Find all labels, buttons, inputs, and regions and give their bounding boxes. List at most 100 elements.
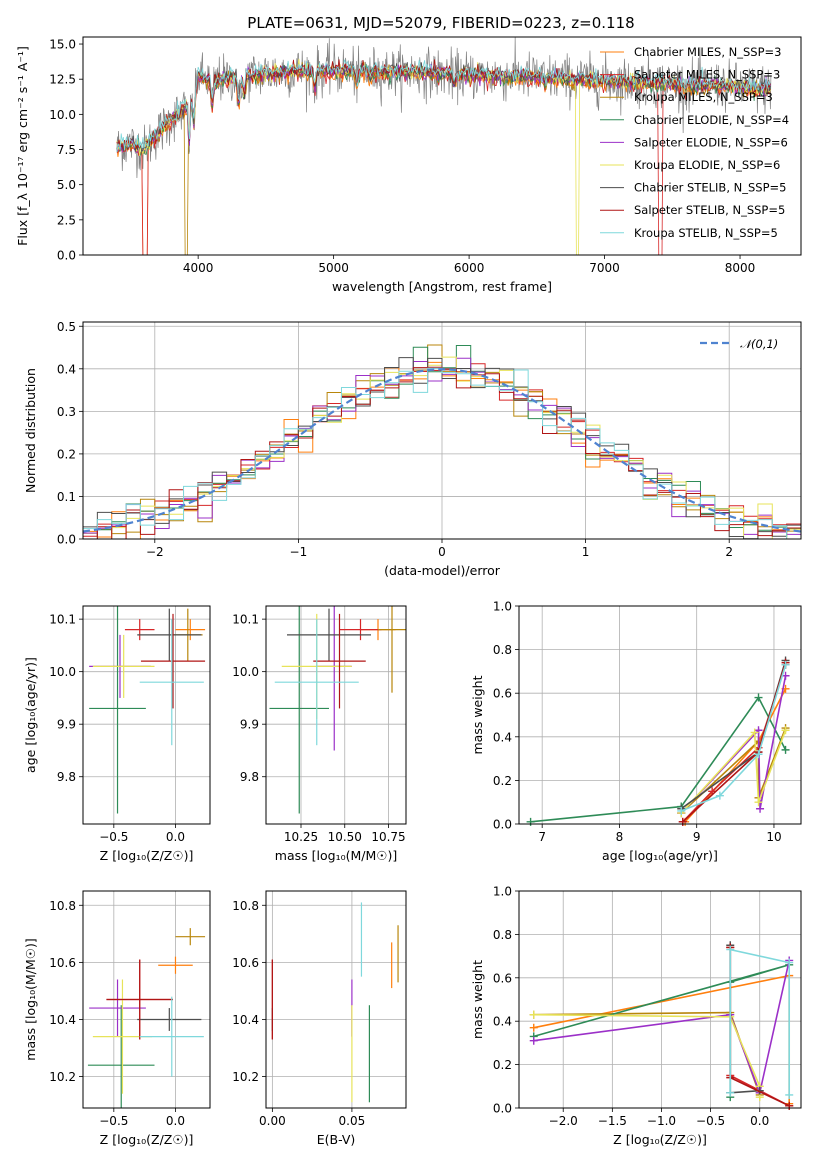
x-axis-label: (data-model)/error xyxy=(384,563,501,578)
legend-label: Chabrier MILES, N_SSP=3 xyxy=(634,45,781,59)
x-tick-label: 5000 xyxy=(318,261,349,275)
x-axis-label: mass [log₁₀(M/M☉)] xyxy=(275,848,397,863)
x-axis-label: Z [log₁₀(Z/Z☉)] xyxy=(613,1132,707,1147)
legend-label: Salpeter ELODIE, N_SSP=6 xyxy=(634,135,788,149)
weight-series-line xyxy=(680,664,787,812)
x-tick-label: 1 xyxy=(582,545,590,559)
plot-frame xyxy=(82,36,802,256)
y-tick-label: 10.2 xyxy=(232,1070,259,1084)
residuals-panel: −2 −1 0 1 2 0.0 0.1 0.2 0.3 0.4 0.5 (data-model)/er… xyxy=(23,320,802,578)
y-tick-label: 15.0 xyxy=(49,38,76,52)
plot-frame xyxy=(265,890,407,1109)
age-vs-mass-panel: 10.25 10.50 10.75 9.8 9.9 10.0 10.1 mass [log₁₀… xyxy=(232,605,407,863)
legend-label: Chabrier ELODIE, N_SSP=4 xyxy=(634,113,789,127)
x-tick-label: 8 xyxy=(616,830,624,844)
legend-label: Salpeter STELIB, N_SSP=5 xyxy=(634,203,785,217)
weight-series-line xyxy=(533,960,790,1096)
x-tick-label: −1.0 xyxy=(647,1114,676,1128)
weight-marker xyxy=(756,804,765,813)
x-tick-label: 0.0 xyxy=(750,1114,769,1128)
y-axis-label: mass weight xyxy=(470,675,485,754)
y-tick-label: 0.0 xyxy=(57,533,76,547)
spectrum-model-line xyxy=(116,59,771,153)
y-tick-label: 0.8 xyxy=(493,928,512,942)
y-tick-label: 0.3 xyxy=(57,405,76,419)
weight-marker xyxy=(754,750,763,759)
y-tick-label: 0.2 xyxy=(57,447,76,461)
weight-series-line xyxy=(729,948,791,1095)
y-axis-label: age [log₁₀(age/yr)] xyxy=(23,657,38,773)
y-tick-label: 10.1 xyxy=(49,613,76,627)
x-tick-label: −1.5 xyxy=(598,1114,627,1128)
x-tick-label: −0.5 xyxy=(99,830,128,844)
x-tick-label: 10.75 xyxy=(371,830,405,844)
normal-curve xyxy=(83,368,801,533)
x-tick-label: 6000 xyxy=(454,261,485,275)
age-vs-metallicity-panel: −0.5 0.0 9.8 9.9 10.0 10.1 Z [log₁₀(Z/Z☉)] age … xyxy=(23,605,211,863)
weight-marker xyxy=(785,958,794,967)
x-axis-label: age [log₁₀(age/yr)] xyxy=(602,848,718,863)
x-tick-label: 4000 xyxy=(183,261,214,275)
plot-frame xyxy=(82,605,211,825)
weight-marker xyxy=(677,806,686,815)
mass-vs-metallicity-panel: −0.5 0.0 10.2 10.4 10.6 10.8 Z [log₁₀(Z/Z☉)] ma… xyxy=(23,890,211,1147)
x-tick-label: −0.5 xyxy=(99,1114,128,1128)
y-axis-label: Normed distribution xyxy=(23,368,38,493)
y-tick-label: 0.6 xyxy=(493,971,512,985)
x-tick-label: 8000 xyxy=(725,261,756,275)
y-axis-label: mass weight xyxy=(470,960,485,1039)
y-tick-label: 10.6 xyxy=(232,956,259,970)
weight-marker xyxy=(781,660,790,669)
x-tick-label: 9 xyxy=(693,830,701,844)
x-tick-label: 0.00 xyxy=(259,1114,286,1128)
y-tick-label: 7.5 xyxy=(57,143,76,157)
legend-label: 𝒩(0,1) xyxy=(740,337,778,351)
y-tick-label: 0.8 xyxy=(493,643,512,657)
x-tick-label: 7 xyxy=(538,830,546,844)
legend-label: Kroupa ELODIE, N_SSP=6 xyxy=(634,158,780,172)
x-tick-label: 10.25 xyxy=(284,830,318,844)
figure-title: PLATE=0631, MJD=52079, FIBERID=0223, z=0… xyxy=(247,14,634,32)
y-tick-label: 0.0 xyxy=(493,818,512,832)
x-axis-label: Z [log₁₀(Z/Z☉)] xyxy=(100,1132,194,1147)
y-tick-label: 10.1 xyxy=(232,613,259,627)
x-tick-label: 10.50 xyxy=(328,830,362,844)
legend-label: Salpeter MILES, N_SSP=3 xyxy=(634,68,780,82)
x-axis-label: Z [log₁₀(Z/Z☉)] xyxy=(100,848,194,863)
plot-frame xyxy=(518,605,802,825)
weight-marker xyxy=(529,1010,538,1019)
y-tick-label: 0.0 xyxy=(493,1102,512,1116)
weight-vs-metallicity-panel: −2.0 −1.5 −1.0 −0.5 0.0 0.0 0.2 0.4 0.6 0.8 1.0 Z [… xyxy=(470,885,802,1147)
y-axis-label: mass [log₁₀(M/M☉)] xyxy=(23,938,38,1060)
x-tick-label: −1 xyxy=(290,545,308,559)
y-tick-label: 10.0 xyxy=(232,665,259,679)
x-axis-label: wavelength [Angstrom, rest frame] xyxy=(332,279,552,294)
x-tick-label: −0.5 xyxy=(696,1114,725,1128)
y-tick-label: 0.2 xyxy=(493,774,512,788)
y-tick-label: 9.9 xyxy=(57,718,76,732)
y-tick-label: 0.4 xyxy=(493,730,512,744)
y-tick-label: 0.5 xyxy=(57,320,76,334)
y-tick-label: 0.4 xyxy=(493,1015,512,1029)
weight-marker xyxy=(726,1088,735,1097)
y-tick-label: 0.1 xyxy=(57,490,76,504)
plot-frame xyxy=(82,321,802,540)
y-tick-label: 9.8 xyxy=(240,770,259,784)
weight-marker xyxy=(754,693,763,702)
y-tick-label: 10.0 xyxy=(49,108,76,122)
y-tick-label: 1.0 xyxy=(493,885,512,899)
weight-marker xyxy=(754,798,763,807)
x-tick-label: 0.0 xyxy=(166,1114,185,1128)
y-tick-label: 2.5 xyxy=(57,213,76,227)
y-tick-label: 10.2 xyxy=(49,1070,76,1084)
y-tick-label: 10.0 xyxy=(49,665,76,679)
x-tick-label: −2.0 xyxy=(549,1114,578,1128)
weight-marker xyxy=(529,1023,538,1032)
y-tick-label: 10.6 xyxy=(49,956,76,970)
plot-frame xyxy=(518,890,802,1109)
weight-marker xyxy=(715,791,724,800)
y-tick-label: 0.2 xyxy=(493,1058,512,1072)
x-axis-label: E(B-V) xyxy=(317,1132,356,1147)
weight-marker xyxy=(529,1036,538,1045)
